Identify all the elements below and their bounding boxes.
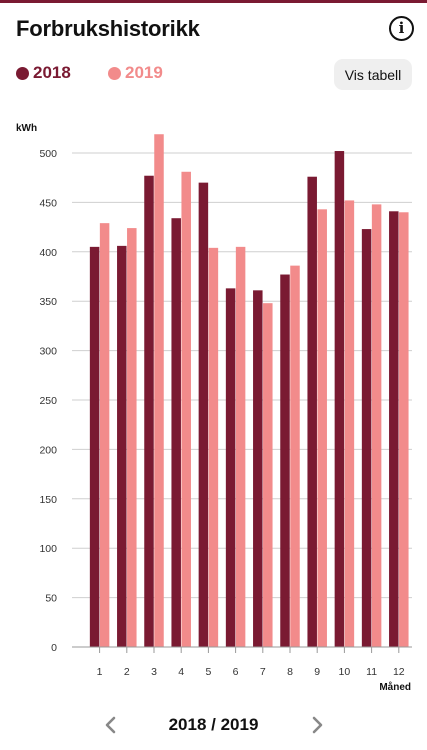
- bar-2019-10: [344, 200, 355, 647]
- bar-2018-5: [198, 182, 209, 647]
- bar-2018-7: [253, 290, 263, 647]
- bar-2019-6: [235, 246, 246, 648]
- info-glyph: i: [398, 19, 405, 37]
- legend-label-2019: 2019: [125, 63, 163, 82]
- legend-item-2019: 2019: [108, 63, 163, 83]
- bar-2019-11: [371, 204, 382, 647]
- y-tick-label-500: 500: [39, 148, 57, 160]
- bar-2018-8: [280, 274, 290, 647]
- x-tick-label-7: 7: [260, 666, 266, 678]
- x-axis-label: Måned: [379, 681, 411, 693]
- chevron-left-icon[interactable]: [101, 714, 121, 736]
- x-tick-label-10: 10: [339, 666, 351, 678]
- bar-2019-12: [399, 212, 409, 647]
- chevron-right-icon[interactable]: [307, 714, 327, 736]
- x-tick-label-4: 4: [178, 666, 184, 678]
- y-tick-label-350: 350: [39, 296, 57, 308]
- bar-2018-11: [361, 229, 372, 647]
- bar-2018-1: [89, 246, 100, 648]
- x-tick-label-2: 2: [124, 666, 130, 678]
- y-tick-label-0: 0: [51, 642, 57, 654]
- y-tick-label-150: 150: [39, 494, 57, 506]
- y-tick-label-400: 400: [39, 247, 57, 259]
- bar-2019-1: [99, 223, 110, 647]
- x-tick-label-6: 6: [233, 666, 239, 678]
- show-table-button[interactable]: Vis tabell: [334, 59, 412, 90]
- bar-2018-3: [144, 175, 154, 647]
- x-tick-label-8: 8: [287, 666, 293, 678]
- legend-dot-2018: [16, 66, 29, 80]
- x-tick-label-11: 11: [366, 666, 377, 678]
- bar-2018-4: [171, 218, 181, 647]
- bar-2019-5: [208, 247, 219, 647]
- bar-2019-9: [317, 209, 327, 647]
- bar-2018-2: [117, 245, 127, 647]
- bar-2018-9: [307, 176, 317, 647]
- y-axis-label: kWh: [16, 123, 37, 134]
- bar-2018-12: [389, 211, 399, 647]
- x-tick-label-12: 12: [393, 666, 405, 678]
- legend-label-2018: 2018: [33, 63, 71, 82]
- legend-item-2018: 2018: [16, 63, 71, 83]
- period-label: 2018 / 2019: [168, 715, 259, 734]
- bar-2019-7: [263, 303, 273, 647]
- y-tick-label-50: 50: [45, 593, 57, 605]
- y-tick-label-450: 450: [39, 197, 57, 209]
- y-tick-label-200: 200: [39, 444, 57, 456]
- page-title: Forbrukshistorikk: [16, 16, 200, 41]
- bar-2019-3: [154, 134, 164, 647]
- bar-2019-2: [127, 228, 137, 647]
- y-tick-label-300: 300: [39, 346, 57, 358]
- bar-2018-6: [225, 288, 236, 647]
- legend-dot-2019: [108, 66, 121, 80]
- bar-2018-10: [334, 151, 345, 648]
- x-tick-label-3: 3: [151, 666, 157, 678]
- top-accent-bar: [0, 0, 427, 3]
- y-tick-label-250: 250: [39, 395, 57, 407]
- period-pager: 2018 / 2019: [0, 708, 427, 742]
- info-icon[interactable]: i: [389, 16, 414, 41]
- y-tick-label-100: 100: [39, 543, 57, 555]
- bar-2019-4: [181, 171, 191, 647]
- bar-2019-8: [290, 265, 300, 647]
- x-tick-label-9: 9: [314, 666, 320, 678]
- x-tick-label-5: 5: [205, 666, 211, 678]
- x-tick-label-1: 1: [97, 666, 103, 678]
